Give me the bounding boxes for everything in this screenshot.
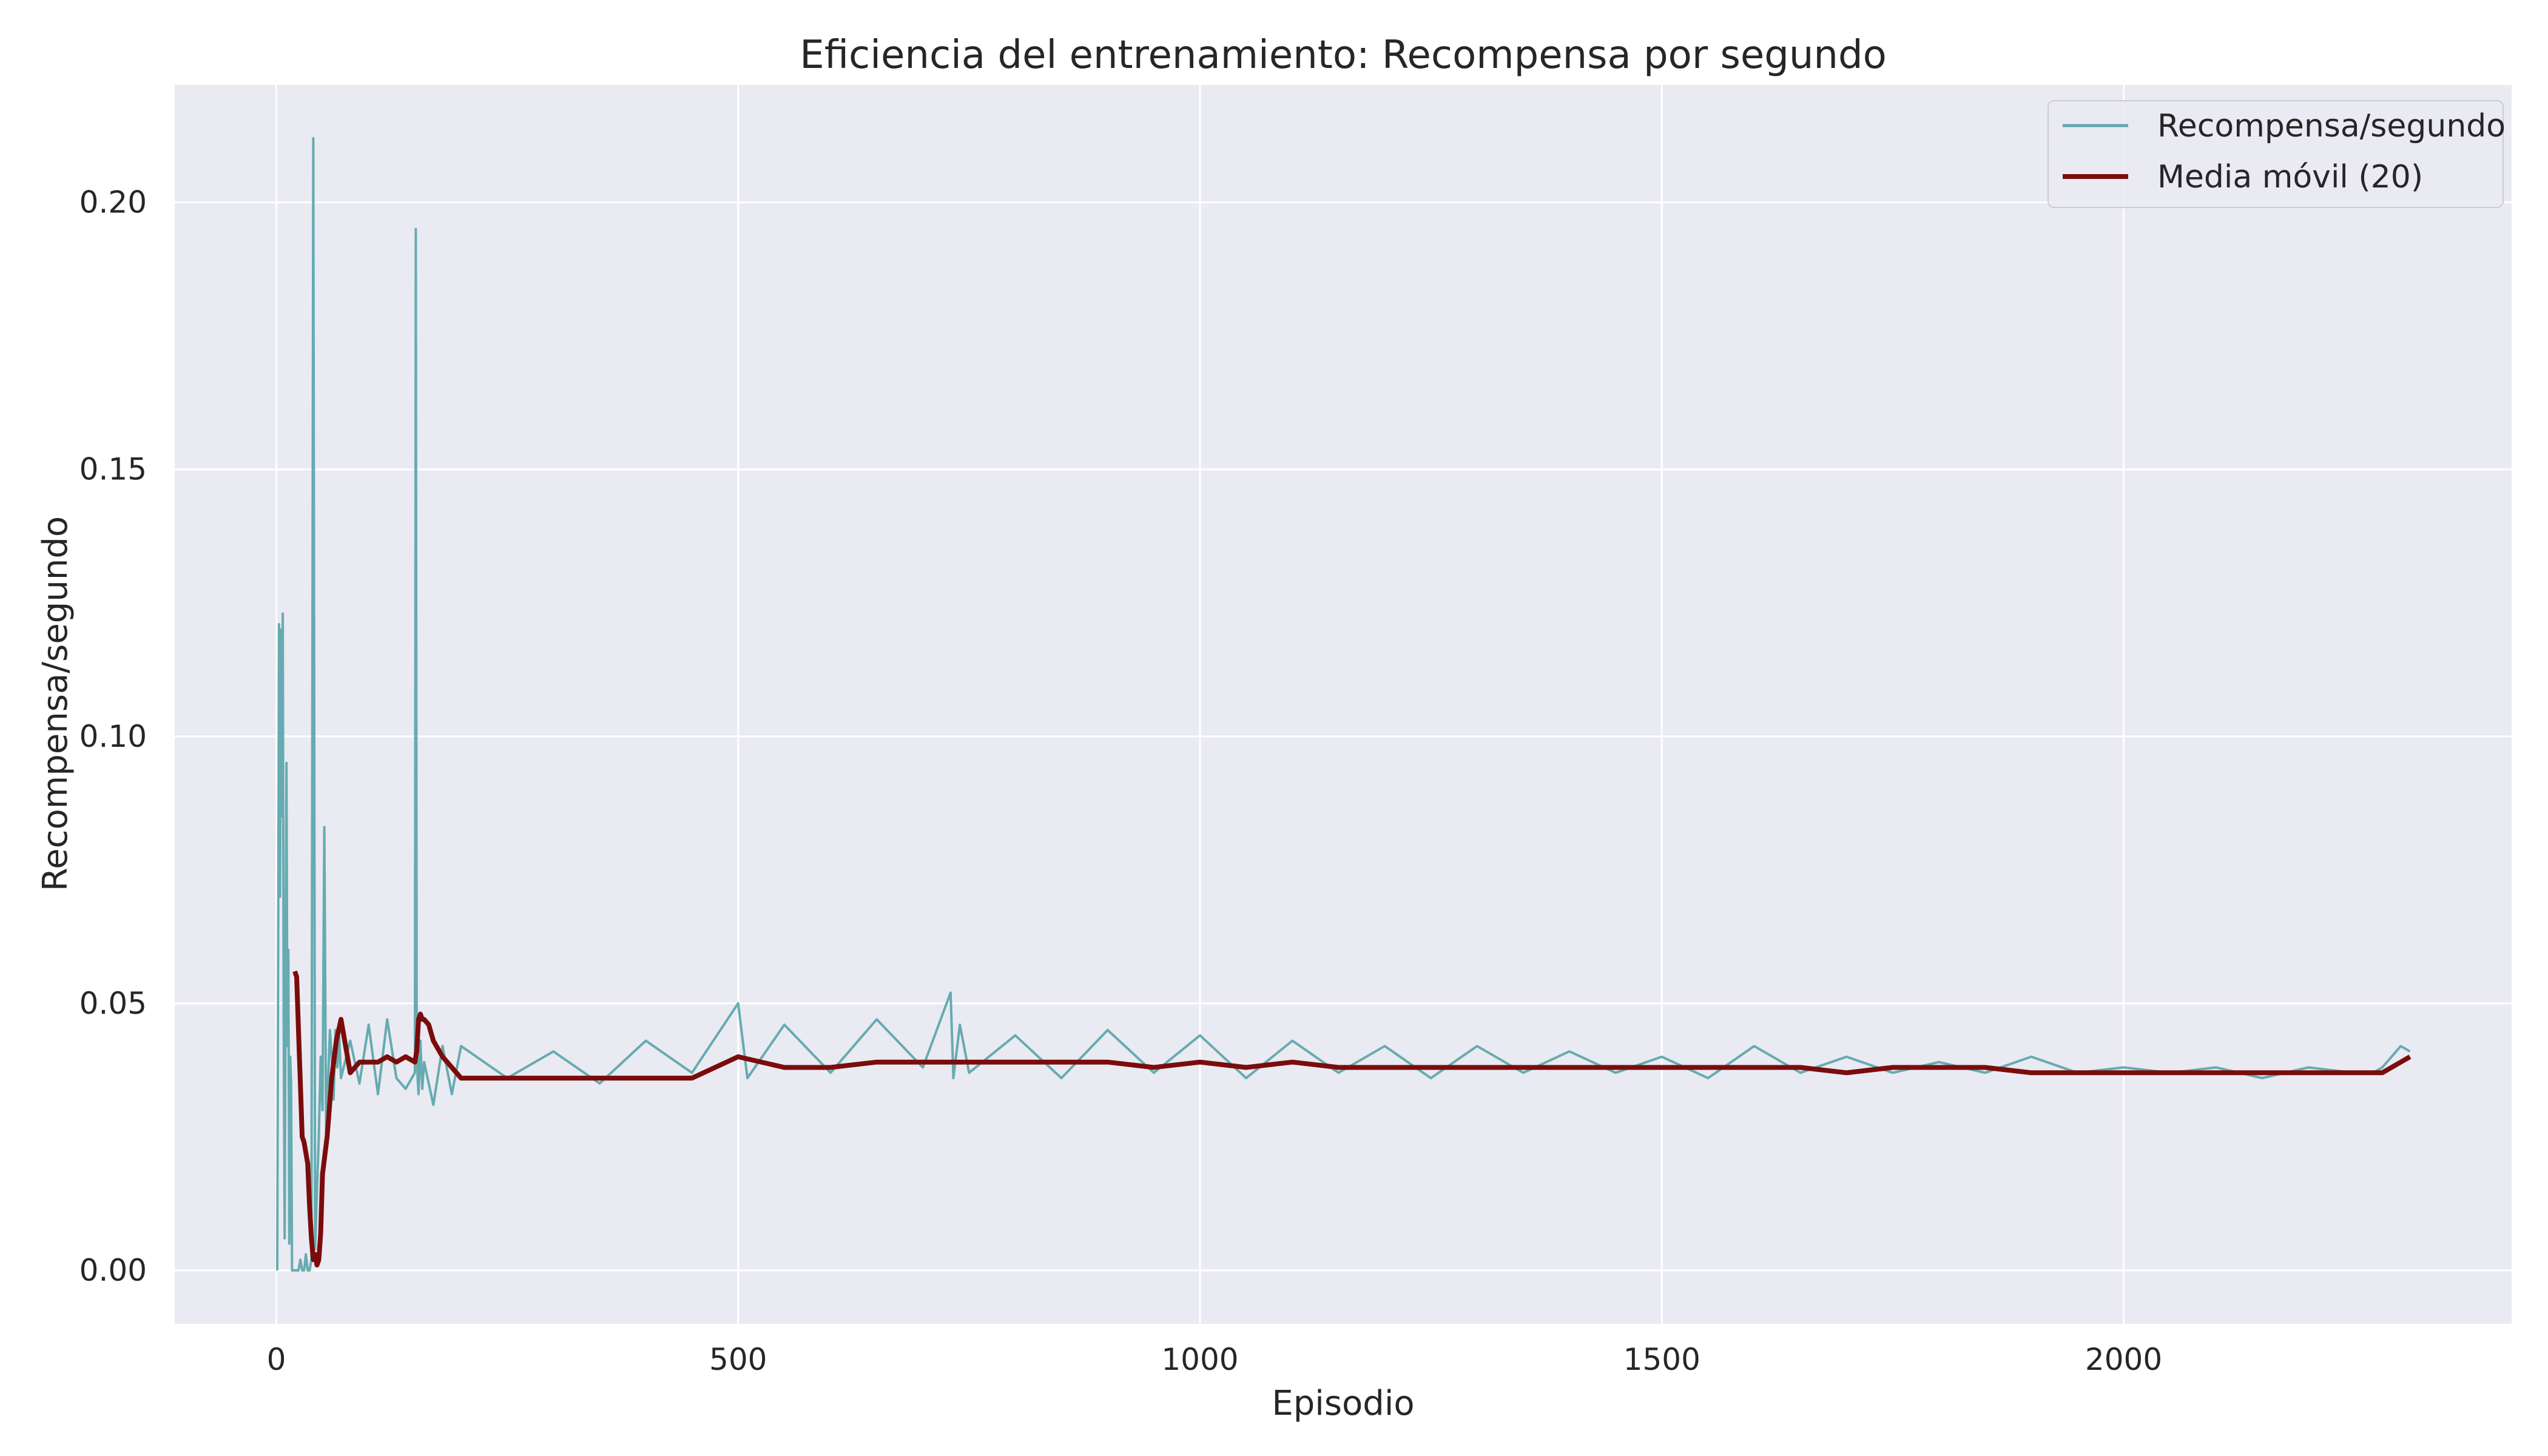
legend: Recompensa/segundo Media móvil (20) — [2048, 100, 2506, 208]
legend-label-raw: Recompensa/segundo — [2157, 108, 2506, 144]
x-tick-label: 1000 — [1161, 1342, 1238, 1377]
x-tick-label: 0 — [267, 1342, 286, 1377]
series-layer — [276, 137, 2412, 1272]
y-axis-label: Recompensa/segundo — [36, 516, 75, 891]
x-tick-label: 2000 — [2085, 1342, 2162, 1377]
series-line-moving-average — [292, 970, 2412, 1268]
x-tick-label: 1500 — [1623, 1342, 1700, 1377]
x-axis-label: Episodio — [1272, 1384, 1414, 1423]
x-tick-label: 500 — [709, 1342, 767, 1377]
y-axis: 0.00 0.05 0.10 0.15 0.20 — [79, 185, 147, 1288]
y-tick-label: 0.10 — [79, 719, 147, 754]
legend-label-moving-average: Media móvil (20) — [2157, 159, 2423, 195]
y-tick-label: 0.00 — [79, 1253, 147, 1288]
y-tick-label: 0.05 — [79, 986, 147, 1021]
chart-title: Eficiencia del entrenamiento: Recompensa… — [800, 33, 1886, 78]
y-tick-label: 0.20 — [79, 185, 147, 220]
legend-box — [2048, 100, 2504, 208]
plot-area — [175, 85, 2512, 1324]
y-tick-label: 0.15 — [79, 452, 147, 487]
x-axis: 0 500 1000 1500 2000 — [267, 1342, 2163, 1377]
